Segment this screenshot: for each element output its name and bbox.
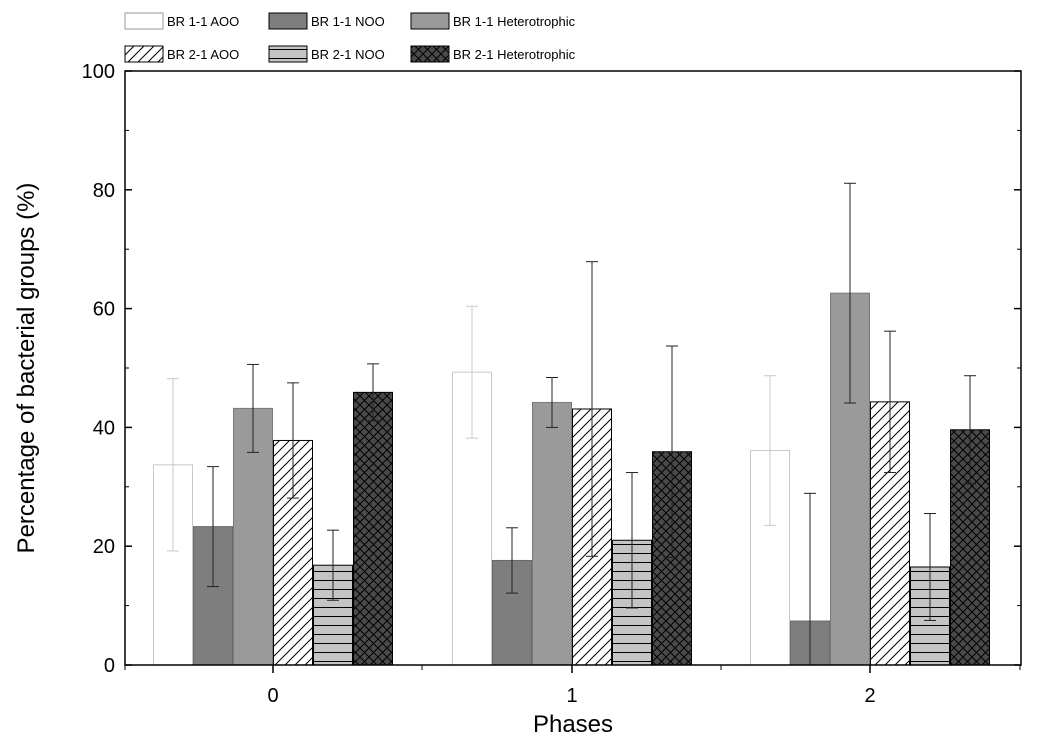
y-axis: 0 20 40 60 80 100 xyxy=(82,61,1021,677)
bar-series-group xyxy=(153,182,990,666)
legend-swatch xyxy=(124,45,164,63)
legend-label: BR 1-1 Heterotrophic xyxy=(453,14,576,29)
x-axis: 0 1 2 xyxy=(124,665,1021,707)
legend-swatch xyxy=(124,12,164,30)
legend-label: BR 2-1 Heterotrophic xyxy=(453,47,576,62)
legend-swatch xyxy=(410,45,450,63)
legend: BR 1-1 AOO BR 1-1 NOO BR 1-1 Heterotrophic… xyxy=(124,12,576,63)
bar xyxy=(353,391,393,666)
y-axis-title: Percentage of bacterial groups (%) xyxy=(13,183,40,554)
x-tick-label: 1 xyxy=(566,685,577,707)
legend-label: BR 1-1 AOO xyxy=(167,14,239,29)
y-tick-label: 100 xyxy=(82,61,115,83)
legend-swatch xyxy=(268,45,308,63)
x-tick-label: 2 xyxy=(864,685,875,707)
y-tick-label: 40 xyxy=(93,417,115,439)
y-tick-label: 80 xyxy=(93,180,115,202)
legend-swatch xyxy=(268,12,308,30)
legend-label: BR 1-1 NOO xyxy=(311,14,385,29)
bar xyxy=(532,401,572,666)
y-tick-label: 20 xyxy=(93,536,115,558)
x-axis-title: Phases xyxy=(533,711,613,738)
legend-label: BR 2-1 AOO xyxy=(167,47,239,62)
x-tick-label: 0 xyxy=(267,685,278,707)
y-tick-label: 60 xyxy=(93,299,115,321)
legend-label: BR 2-1 NOO xyxy=(311,47,385,62)
y-tick-label: 0 xyxy=(104,655,115,677)
legend-swatch xyxy=(410,12,450,30)
